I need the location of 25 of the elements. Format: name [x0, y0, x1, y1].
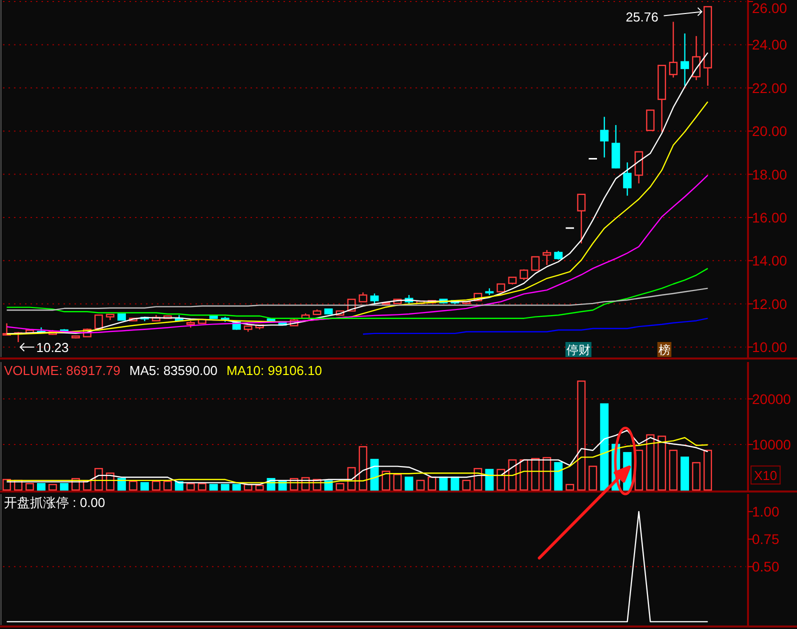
- y-tick-label: 16.00: [752, 209, 788, 226]
- y-tick-label: 1.00: [752, 504, 780, 520]
- text: VOLUME: 86917.79: [4, 363, 120, 378]
- annotation: 25.76: [626, 10, 658, 25]
- y-tick-label: 10.00: [752, 339, 788, 356]
- y-tick-label: 18.00: [752, 166, 788, 182]
- text: MA5: 83590.00: [129, 363, 218, 378]
- y-tick-label: 12.00: [752, 296, 788, 312]
- annotation: 10.23: [36, 340, 69, 356]
- y-tick-label: 0.75: [752, 531, 780, 548]
- text: X10: [754, 468, 778, 483]
- y-tick-label: 0.50: [752, 558, 780, 575]
- annotation: 榜: [658, 343, 670, 357]
- y-tick-label: 20.00: [752, 123, 788, 140]
- y-tick-label: 14.00: [752, 252, 788, 269]
- annotation: 停财: [566, 343, 590, 357]
- y-tick-label: 10000: [752, 436, 792, 452]
- y-tick-label: 22.00: [752, 80, 788, 96]
- text: 开盘抓涨停 : 0.00: [4, 495, 106, 510]
- y-tick-label: 26.00: [752, 0, 788, 16]
- text: MA10: 99106.10: [226, 363, 322, 378]
- annotation: 10.23: [20, 340, 69, 356]
- annotation: 25.76: [626, 7, 702, 25]
- y-tick-label: 20000: [752, 390, 792, 407]
- y-tick-label: 24.00: [752, 36, 788, 53]
